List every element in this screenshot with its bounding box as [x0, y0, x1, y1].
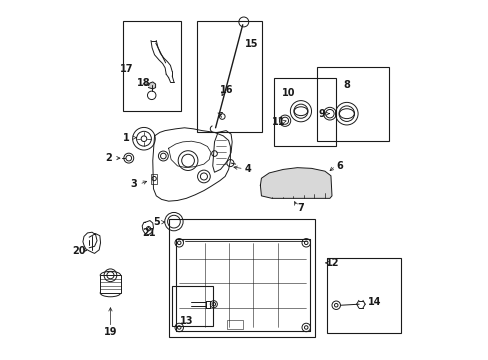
Polygon shape	[148, 82, 155, 89]
Ellipse shape	[100, 271, 121, 279]
Bar	[197, 21, 262, 132]
Bar	[122, 21, 181, 111]
Bar	[274, 78, 336, 147]
Bar	[316, 67, 388, 141]
Text: 21: 21	[142, 228, 155, 238]
Text: 18: 18	[137, 78, 150, 88]
Bar	[327, 258, 401, 333]
Text: 12: 12	[325, 258, 339, 268]
Text: 2: 2	[105, 153, 112, 163]
Text: 6: 6	[336, 161, 343, 171]
Bar	[172, 286, 212, 327]
Bar	[100, 275, 121, 293]
Text: 13: 13	[180, 316, 193, 326]
Text: 5: 5	[153, 217, 160, 227]
Bar	[151, 174, 157, 184]
Text: 16: 16	[220, 85, 233, 95]
Text: 9: 9	[318, 109, 325, 119]
Text: 3: 3	[130, 179, 137, 189]
Text: 10: 10	[281, 87, 295, 98]
Text: 20: 20	[72, 246, 85, 256]
Text: 1: 1	[122, 133, 129, 143]
Text: 19: 19	[103, 327, 117, 337]
Text: 14: 14	[367, 297, 381, 307]
Text: 7: 7	[297, 203, 304, 213]
Text: 15: 15	[244, 39, 258, 49]
Polygon shape	[260, 168, 331, 198]
Bar	[168, 219, 314, 337]
Text: 8: 8	[343, 80, 349, 90]
Bar	[226, 320, 242, 329]
Text: 4: 4	[244, 165, 251, 174]
Text: 11: 11	[271, 117, 285, 127]
Ellipse shape	[100, 289, 121, 297]
Text: 17: 17	[120, 64, 133, 74]
